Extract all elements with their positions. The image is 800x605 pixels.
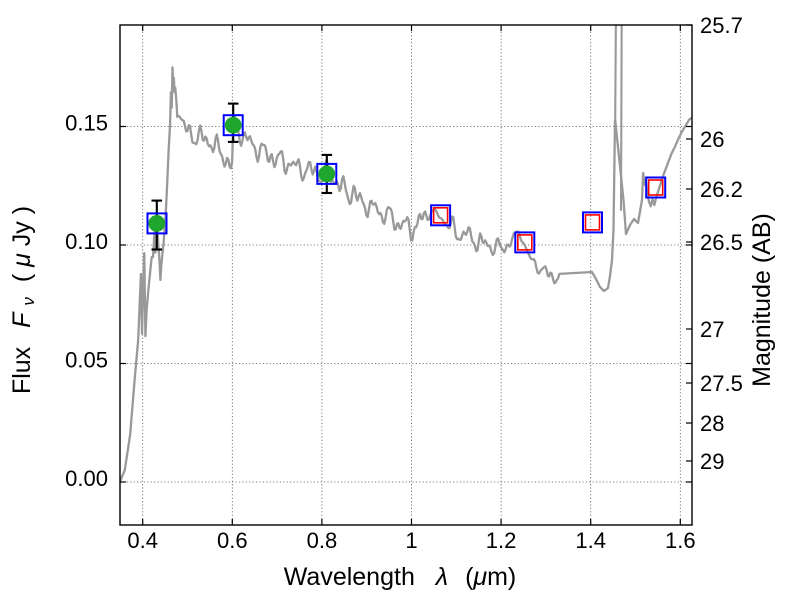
svg-text:29: 29 (700, 449, 724, 474)
svg-text:Magnitude (AB): Magnitude (AB) (748, 213, 776, 387)
svg-text:26.5: 26.5 (700, 230, 743, 255)
svg-text:1.4: 1.4 (575, 528, 606, 553)
svg-text:0.00: 0.00 (65, 466, 108, 491)
svg-text:27.5: 27.5 (700, 371, 743, 396)
svg-text:27: 27 (700, 317, 724, 342)
svg-text:26.2: 26.2 (700, 177, 743, 202)
svg-text:28: 28 (700, 411, 724, 436)
svg-text:26: 26 (700, 127, 724, 152)
svg-text:0.4: 0.4 (127, 528, 158, 553)
svg-text:0.6: 0.6 (217, 528, 248, 553)
svg-text:1.2: 1.2 (486, 528, 517, 553)
svg-text:1: 1 (405, 528, 417, 553)
svg-text:1.6: 1.6 (665, 528, 696, 553)
svg-text:0.05: 0.05 (65, 348, 108, 373)
svg-text:0.10: 0.10 (65, 229, 108, 254)
svg-text:25.7: 25.7 (700, 13, 743, 38)
svg-text:Wavelength λ (μm): Wavelength λ (μm) (284, 563, 517, 591)
svg-text:0.15: 0.15 (65, 111, 108, 136)
svg-text:0.8: 0.8 (307, 528, 338, 553)
